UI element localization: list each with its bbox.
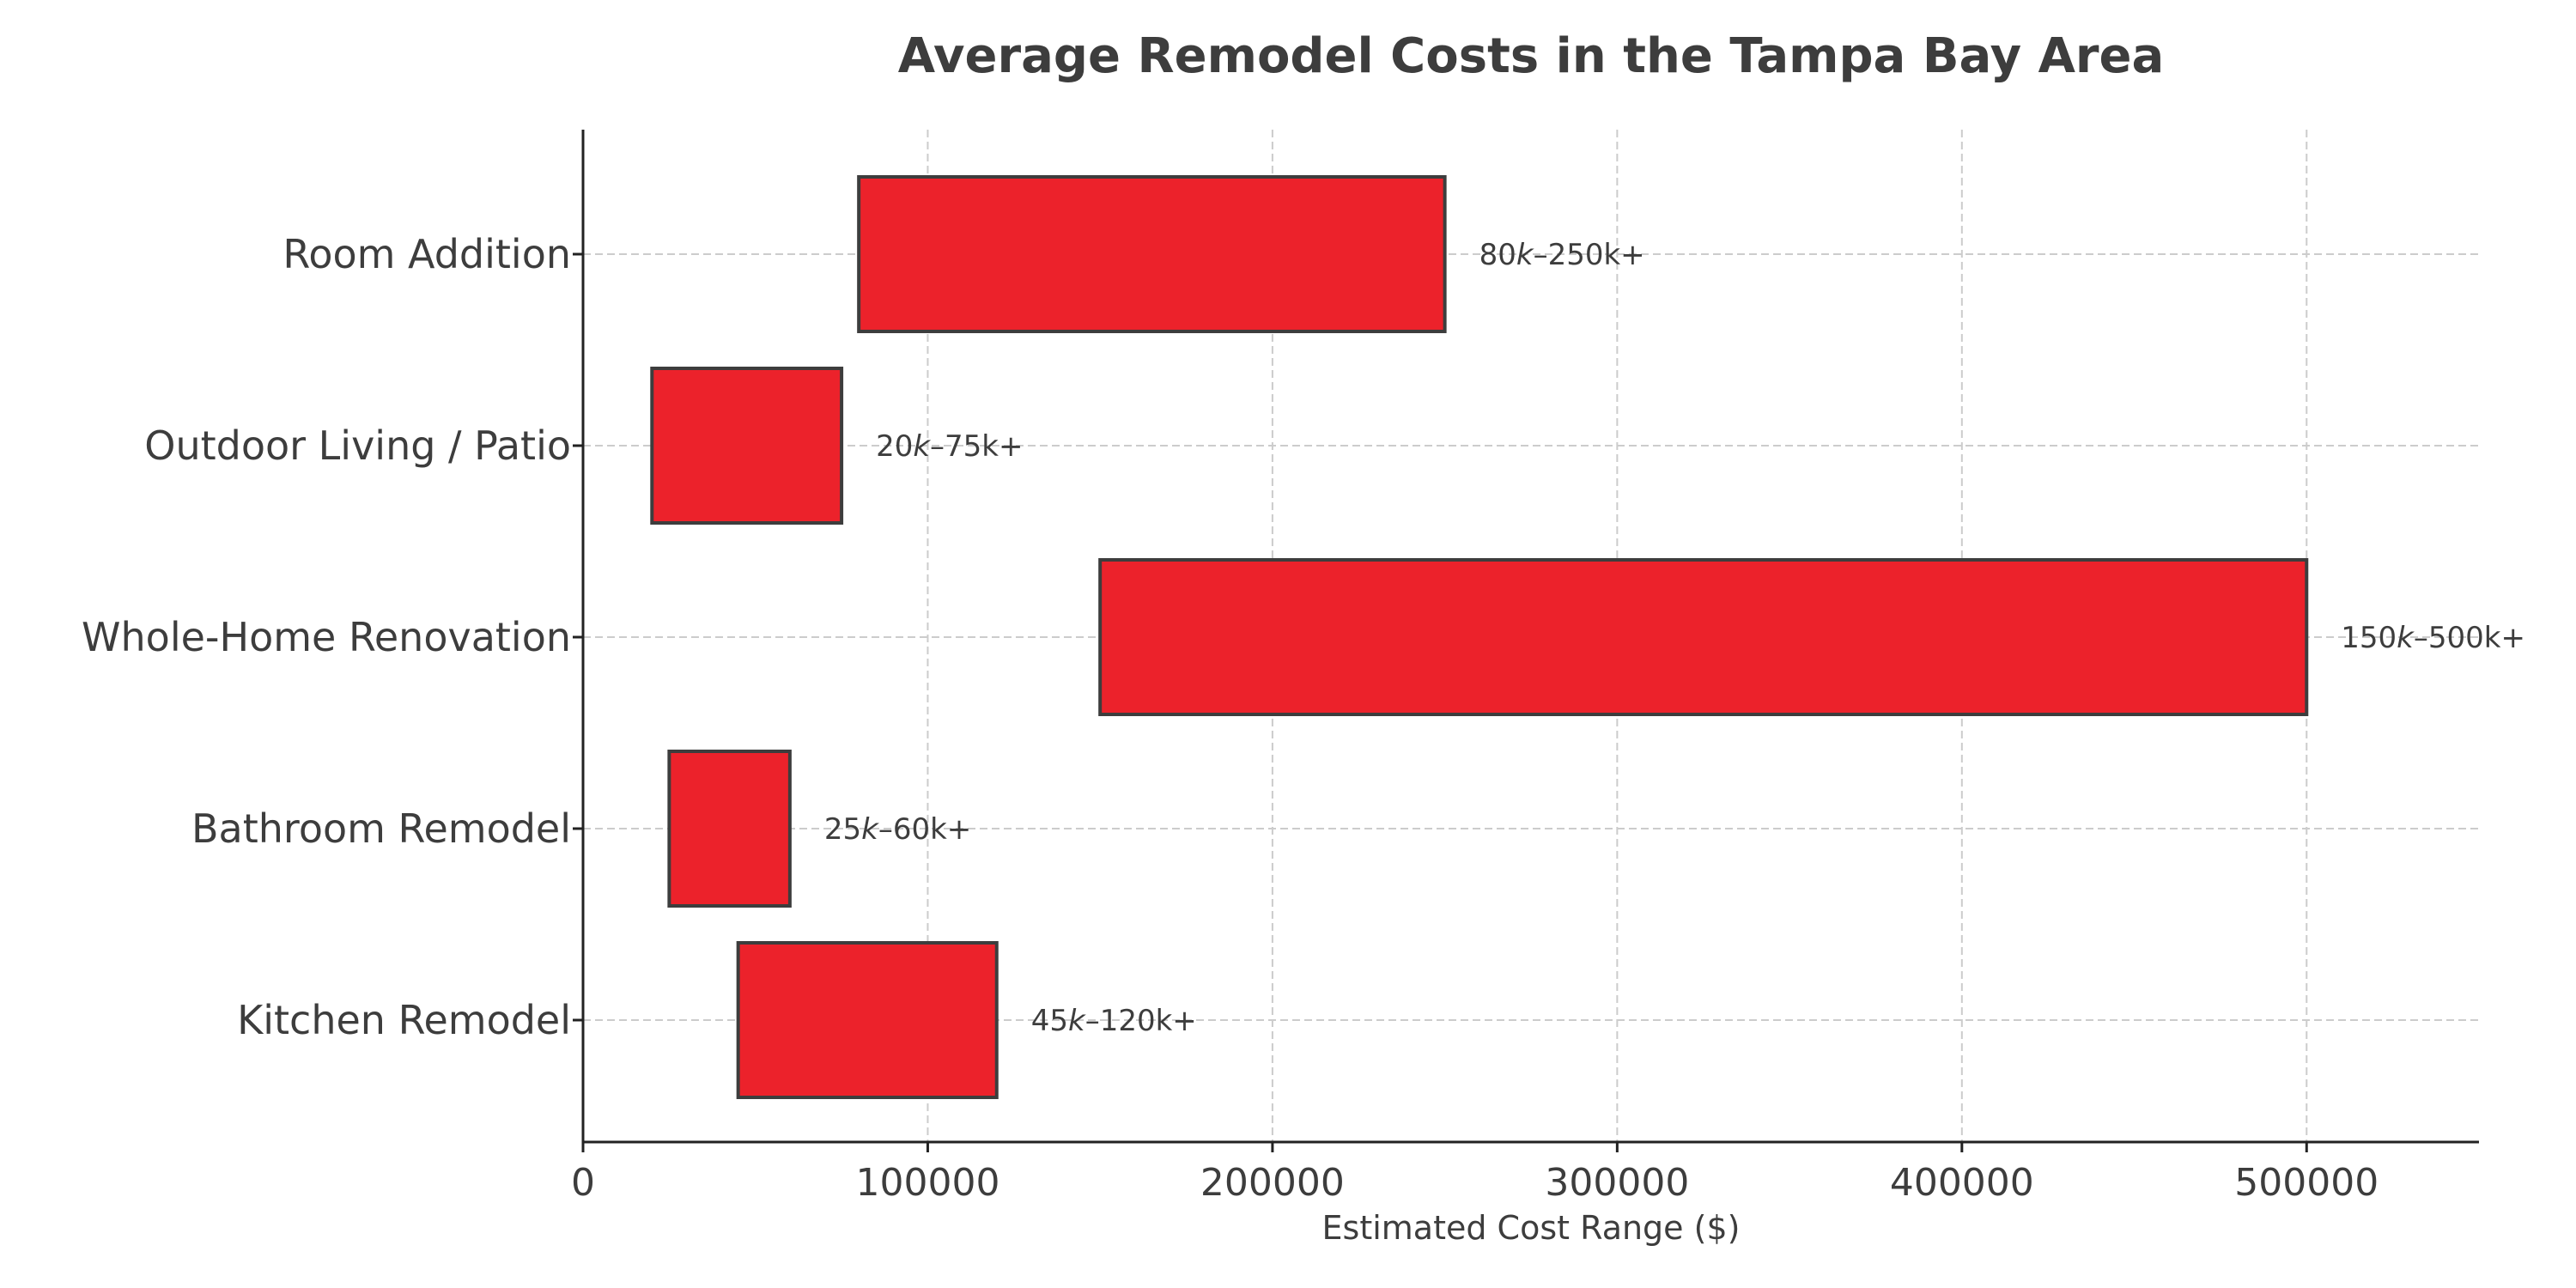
- bar-data-label: 150k–500k+: [2341, 621, 2525, 655]
- y-tick-label: Whole-Home Renovation: [82, 614, 571, 660]
- range-bar: [857, 175, 1447, 333]
- x-tick-label: 400000: [1890, 1161, 2034, 1205]
- range-bar: [736, 941, 999, 1099]
- x-tick-label: 0: [571, 1161, 595, 1205]
- x-axis-label: Estimated Cost Range ($): [1322, 1209, 1741, 1247]
- bar-data-label: 45k–120k+: [1031, 1004, 1197, 1038]
- x-tick-label: 200000: [1200, 1161, 1345, 1205]
- bars: 45k–120k+ 25k–60k+ 150k–500k+ 20k–75k+ 80k–2…: [650, 175, 2525, 1099]
- x-tick-label: 300000: [1545, 1161, 1689, 1205]
- y-tick-label: Kitchen Remodel: [237, 997, 571, 1043]
- bar-data-label: 25k–60k+: [824, 812, 971, 847]
- bar-data-label: 20k–75k+: [876, 429, 1023, 464]
- y-tick-label: Outdoor Living / Patio: [144, 422, 571, 469]
- y-tick-label: Room Addition: [283, 231, 571, 277]
- y-tick-label: Bathroom Remodel: [191, 805, 571, 852]
- x-tick-label: 100000: [855, 1161, 999, 1205]
- range-bar: [667, 750, 792, 908]
- x-tick-label: 500000: [2234, 1161, 2379, 1205]
- chart-title: Average Remodel Costs in the Tampa Bay A…: [898, 28, 2165, 84]
- bar-data-label: 80k–250k+: [1479, 238, 1645, 272]
- range-bar: [1098, 558, 2309, 716]
- axes: Kitchen Remodel Bathroom Remodel Whole-Hom…: [82, 130, 2479, 1205]
- range-bar: [650, 367, 844, 525]
